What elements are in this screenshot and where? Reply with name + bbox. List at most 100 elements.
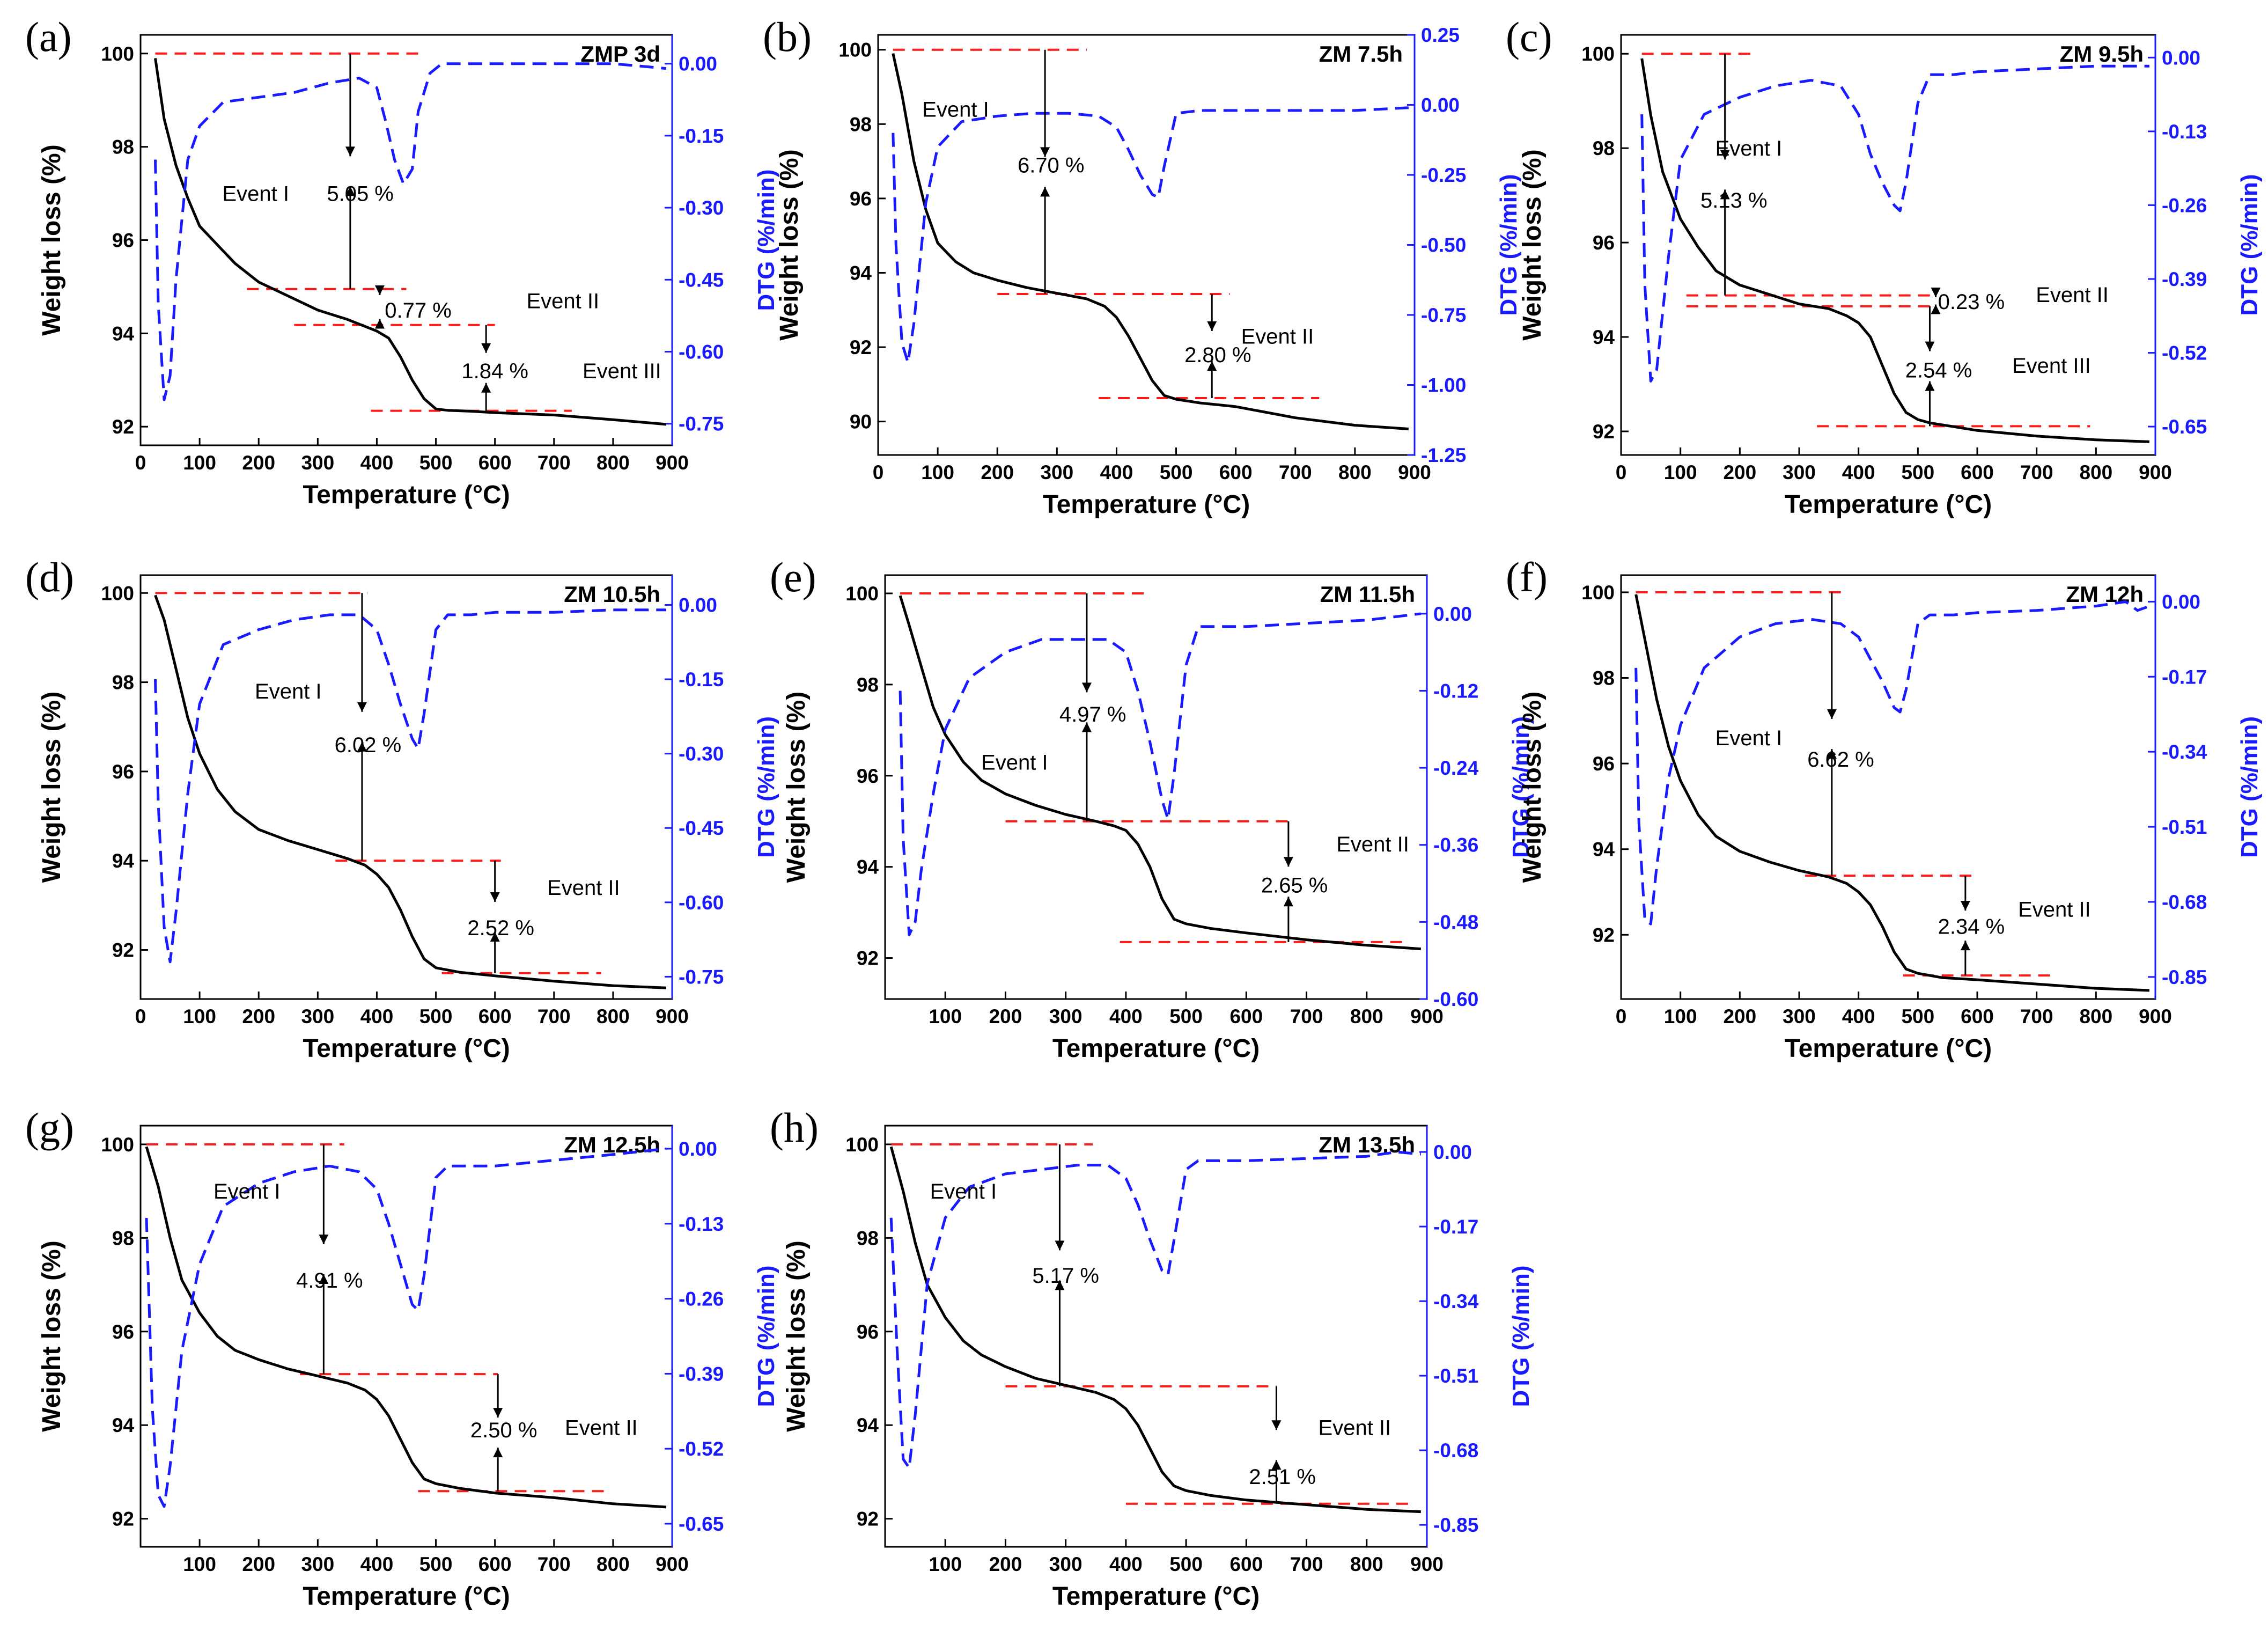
x-tick-label: 400 <box>360 1005 394 1027</box>
y2-tick-label: -0.17 <box>1433 1216 1478 1238</box>
x-tick-label: 600 <box>1219 461 1253 483</box>
dtg-curve <box>892 106 1409 364</box>
y-tick-label: 98 <box>112 1227 134 1249</box>
arrow-head <box>1720 189 1730 200</box>
panel-letter: (f) <box>1506 554 1548 600</box>
chart-panel-5: 100 200 300 400 500 600 700 800 900 92 94 96 98 100 0.… <box>770 554 1534 1063</box>
x-tick-label: 400 <box>360 1553 394 1575</box>
x-tick-label: 400 <box>1100 461 1133 483</box>
x-tick-label: 900 <box>656 1005 689 1027</box>
x-tick-label: 200 <box>1723 461 1756 483</box>
x-axis-title: Temperature (°C) <box>1785 1034 1992 1063</box>
tg-curve <box>145 1146 667 1509</box>
arrow-head <box>1207 321 1217 331</box>
y2-tick-label: 0.00 <box>2162 591 2200 613</box>
event-label: Event I <box>1715 137 1783 160</box>
arrow-head <box>1283 897 1293 907</box>
y-tick-label: 96 <box>112 230 134 252</box>
y-tick-label: 98 <box>857 674 879 696</box>
x-tick-label: 200 <box>989 1005 1022 1027</box>
y2-tick-label: 0.00 <box>679 53 717 75</box>
loss-label: 2.80 % <box>1184 343 1251 367</box>
tg-curve <box>1640 58 2149 443</box>
arrow-head <box>1040 187 1050 197</box>
arrow-head <box>1055 1280 1065 1290</box>
x-tick-label: 700 <box>537 1005 571 1027</box>
chart-panel-8: 100 200 300 400 500 600 700 800 900 92 94 96 98 100 0.… <box>770 1104 1534 1611</box>
event-label: Event III <box>2012 354 2091 378</box>
x-tick-label: 200 <box>242 1553 275 1575</box>
y2-tick-label: -0.68 <box>1433 1440 1478 1462</box>
y-tick-label: 96 <box>112 761 134 783</box>
y2-tick-label: -0.34 <box>2162 741 2207 763</box>
x-tick-label: 700 <box>537 452 571 474</box>
arrow-head <box>1081 722 1092 732</box>
y2-tick-label: -0.60 <box>679 892 724 914</box>
arrow-head <box>357 741 367 752</box>
panel-letter: (b) <box>763 13 812 60</box>
event-label: Event I <box>213 1180 281 1203</box>
tg-curve <box>889 1146 1421 1514</box>
tg-curve <box>154 58 667 426</box>
x-tick-label: 600 <box>1961 461 1994 483</box>
y-tick-label: 92 <box>112 939 134 961</box>
x-tick-label: 800 <box>2079 461 2112 483</box>
y2-tick-label: -0.85 <box>2162 966 2207 988</box>
y-tick-label: 96 <box>1593 232 1615 254</box>
y2-tick-label: -0.39 <box>2162 268 2207 290</box>
y2-tick-label: -0.45 <box>679 269 724 291</box>
y-tick-label: 92 <box>857 948 879 970</box>
y2-tick-label: -0.75 <box>1421 304 1466 326</box>
y2-tick-label: 0.00 <box>1433 603 1472 625</box>
loss-label: 2.52 % <box>467 916 534 940</box>
arrow-head <box>1925 341 1935 351</box>
y2-axis-title: DTG (%/min) <box>1508 1266 1534 1407</box>
y-tick-label: 94 <box>1593 326 1615 348</box>
dtg-curve <box>899 612 1422 936</box>
event-label: Event I <box>255 680 322 703</box>
y-tick-label: 100 <box>1581 582 1615 604</box>
x-tick-label: 200 <box>981 461 1014 483</box>
y2-tick-label: -0.26 <box>679 1288 724 1310</box>
y-tick-label: 100 <box>101 582 134 604</box>
x-tick-label: 900 <box>656 452 689 474</box>
x-axis-title: Temperature (°C) <box>303 1034 510 1063</box>
loss-label: 2.50 % <box>470 1419 537 1442</box>
x-tick-label: 500 <box>1160 461 1193 483</box>
x-tick-label: 500 <box>1901 1005 1934 1027</box>
y2-axis-title: DTG (%/min) <box>2236 174 2263 316</box>
y-tick-label: 92 <box>857 1508 879 1530</box>
arrow-head <box>345 186 355 196</box>
x-tick-label: 300 <box>1783 1005 1816 1027</box>
x-tick-label: 200 <box>242 1005 275 1027</box>
event-label: Event I <box>222 182 289 206</box>
plot-frame <box>139 34 673 446</box>
x-tick-label: 100 <box>1664 1005 1697 1027</box>
y-tick-label: 100 <box>838 39 872 61</box>
x-tick-label: 500 <box>1169 1005 1203 1027</box>
y2-tick-label: -0.13 <box>2162 121 2207 143</box>
event-label: Event I <box>930 1180 997 1203</box>
y-tick-label: 98 <box>850 113 872 135</box>
y-tick-label: 96 <box>1593 753 1615 775</box>
y-axis-title: Weight loss (%) <box>1518 149 1547 340</box>
y-tick-label: 90 <box>850 411 872 433</box>
y2-tick-label: -0.15 <box>679 669 724 691</box>
y-tick-label: 98 <box>112 672 134 694</box>
y-axis-title: Weight loss (%) <box>775 149 804 340</box>
x-tick-label: 100 <box>183 452 216 474</box>
x-tick-label: 500 <box>419 1005 453 1027</box>
y2-tick-label: -0.51 <box>2162 816 2207 838</box>
arrow-head <box>493 1408 503 1418</box>
x-tick-label: 300 <box>1040 461 1073 483</box>
x-tick-label: 300 <box>1049 1005 1083 1027</box>
arrow-head <box>357 702 367 712</box>
arrow-head <box>481 383 491 393</box>
loss-label: 0.23 % <box>1938 290 2005 314</box>
arrow-head <box>319 1235 329 1245</box>
y-tick-label: 100 <box>1581 43 1615 65</box>
x-axis-title: Temperature (°C) <box>303 1582 510 1611</box>
y-tick-label: 96 <box>857 1321 879 1343</box>
x-tick-label: 700 <box>2020 1005 2053 1027</box>
x-axis-title: Temperature (°C) <box>1785 490 1992 519</box>
